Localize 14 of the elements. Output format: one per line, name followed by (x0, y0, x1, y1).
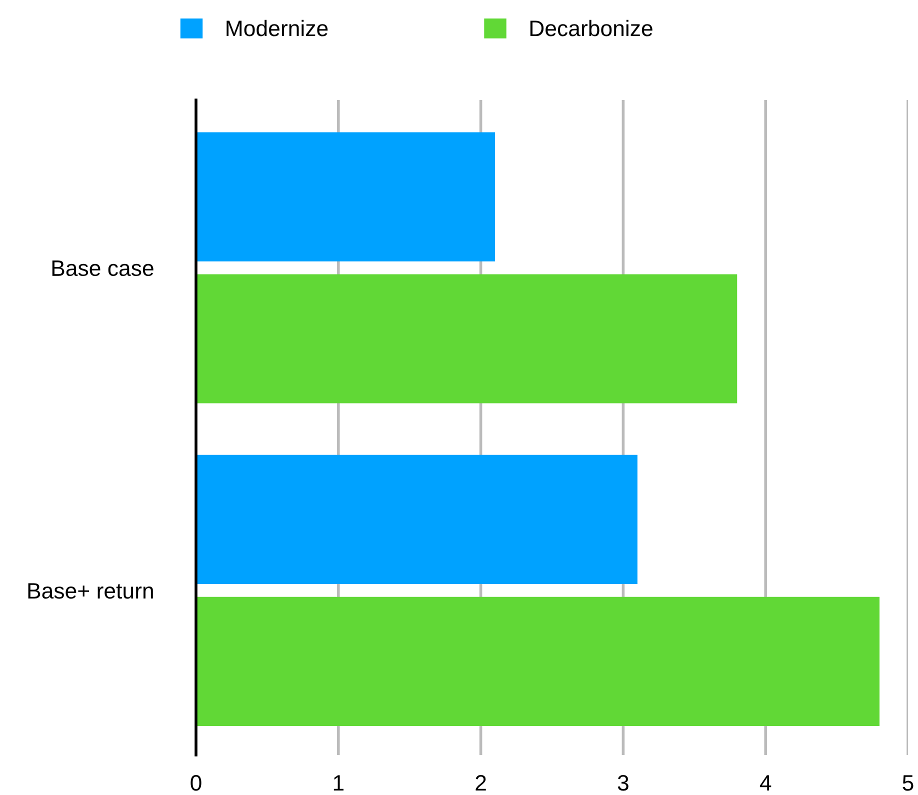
bar (196, 132, 496, 262)
legend-label: Modernize (226, 20, 328, 36)
x-tick-label: 3 (618, 775, 628, 791)
x-tick-label: 1 (334, 775, 344, 791)
legend-label: Decarbonize (530, 20, 652, 36)
x-tick-label: 2 (476, 775, 486, 791)
x-tick-label: 4 (760, 775, 772, 791)
x-tick-label: 5 (902, 775, 914, 791)
y-tick-label: Base+ return (28, 583, 153, 599)
x-tick-label: 0 (190, 775, 202, 791)
bar (196, 596, 880, 726)
bar (196, 274, 738, 404)
bar (196, 454, 638, 584)
y-tick-label: Base case (52, 260, 154, 276)
